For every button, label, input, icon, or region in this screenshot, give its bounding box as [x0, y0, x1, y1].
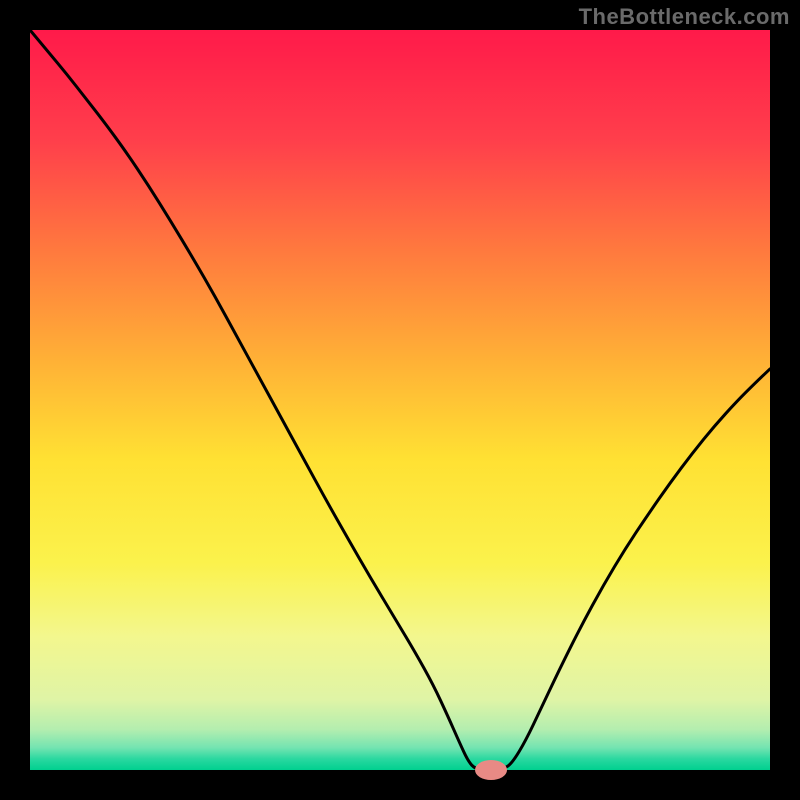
bottleneck-chart: TheBottleneck.com — [0, 0, 800, 800]
chart-svg — [0, 0, 800, 800]
watermark-text: TheBottleneck.com — [579, 4, 790, 30]
optimal-point-marker — [475, 760, 507, 780]
plot-background — [30, 30, 770, 770]
